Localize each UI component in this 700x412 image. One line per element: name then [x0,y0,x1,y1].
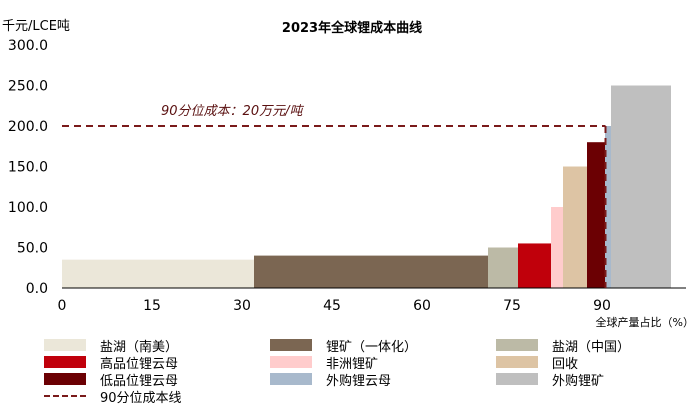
legend-label: 盐湖（南美） [100,339,179,355]
x-tick-label: 30 [233,298,251,314]
legend-swatch [496,339,538,351]
legend-label: 锂矿（一体化） [326,339,418,355]
legend-label: 低品位锂云母 [100,373,179,389]
segment-bar-0 [62,259,254,288]
legend-line-swatch [44,395,86,397]
legend: 盐湖（南美） 锂矿（一体化） 盐湖（中国） 高品位锂云母 非洲锂矿 回收低品位锂云母 外购锂… [44,336,694,412]
x-tick-label: 15 [143,298,161,314]
cost-segments [62,85,671,288]
y-axis-ticks: 0.0 50.0 100.0 150.0 200.0 250.0 300.0 [8,38,48,297]
legend-item: 90分位成本线 [44,388,182,406]
legend-label: 外购锂矿 [552,373,605,389]
legend-swatch [44,339,86,351]
legend-item: 回收 [496,354,579,372]
segment-bar-5 [563,166,587,288]
y-tick-label: 200.0 [8,119,48,135]
legend-swatch [44,373,86,385]
segment-bar-4 [551,207,563,288]
x-axis-ticks: 0 15 30 45 60 75 90 [58,298,611,314]
x-tick-label: 90 [593,298,611,314]
legend-item: 盐湖（南美） [44,337,179,355]
segment-bar-6 [587,142,605,288]
cost-curve-chart: 2023年全球锂成本曲线 千元/LCE吨 0.0 50.0 100.0 150.0 20… [2,19,694,329]
legend-swatch [44,356,86,368]
x-tick-label: 45 [323,298,341,314]
legend-item: 高品位锂云母 [44,354,179,372]
segment-bar-1 [254,255,488,288]
legend-swatch [270,373,312,385]
y-axis-label: 千元/LCE吨 [2,19,70,34]
y-tick-label: 250.0 [8,79,48,95]
x-tick-label: 0 [58,298,67,314]
segment-bar-7 [605,126,611,288]
x-tick-label: 60 [413,298,431,314]
legend-item: 外购锂矿 [496,371,605,389]
legend-swatch [270,356,312,368]
legend-label: 90分位成本线 [100,390,182,406]
y-tick-label: 50.0 [17,241,48,257]
legend-item: 外购锂云母 [270,371,392,389]
legend-item: 盐湖（中国） [496,337,631,355]
segment-bar-2 [488,247,518,288]
legend-item: 锂矿（一体化） [270,337,418,355]
segment-bar-3 [518,243,551,288]
y-tick-label: 300.0 [8,38,48,54]
y-tick-label: 100.0 [8,200,48,216]
legend-label: 回收 [552,356,579,372]
legend-label: 高品位锂云母 [100,356,179,372]
legend-item: 低品位锂云母 [44,371,179,389]
chart-title: 2023年全球锂成本曲线 [282,20,422,36]
y-tick-label: 150.0 [8,160,48,176]
x-tick-label: 75 [503,298,521,314]
legend-label: 盐湖（中国） [552,339,631,355]
segment-bar-8 [611,85,671,288]
y-tick-label: 0.0 [26,281,48,297]
reference-line-label: 90分位成本：20万元/吨 [161,103,304,119]
legend-swatch [496,356,538,368]
x-axis-label: 全球产量占比（%） [596,315,694,329]
legend-label: 外购锂云母 [326,373,392,389]
legend-label: 非洲锂矿 [326,356,379,372]
legend-swatch [270,339,312,351]
legend-item: 非洲锂矿 [270,354,379,372]
legend-swatch [496,373,538,385]
